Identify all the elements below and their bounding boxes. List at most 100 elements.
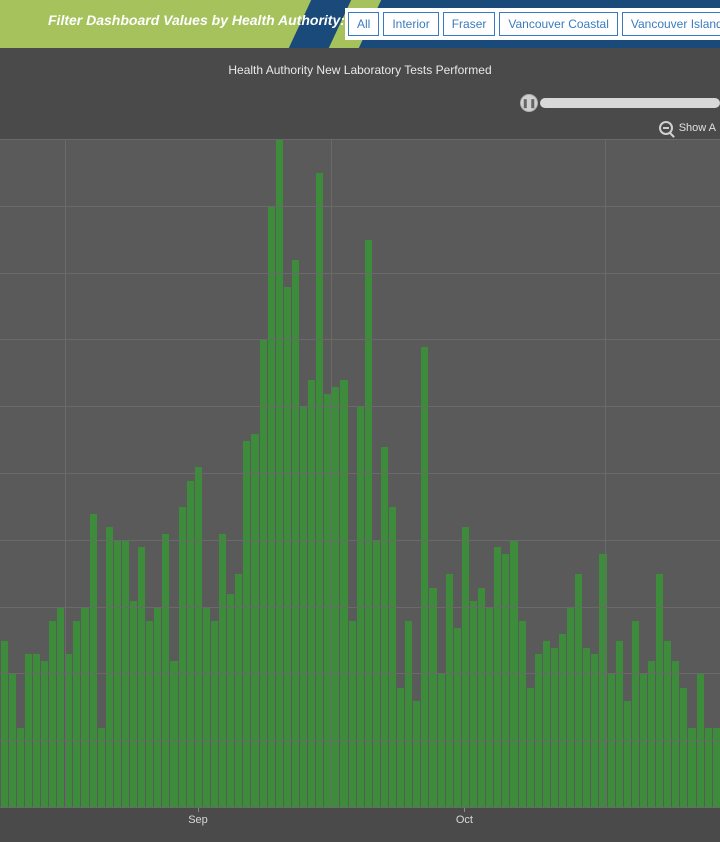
gridline-h <box>0 339 720 340</box>
bar[interactable] <box>519 621 526 808</box>
bar[interactable] <box>260 340 267 808</box>
bar[interactable] <box>486 608 493 808</box>
bar[interactable] <box>276 140 283 808</box>
filter-button-interior[interactable]: Interior <box>383 12 438 36</box>
bar[interactable] <box>349 621 356 808</box>
bar[interactable] <box>672 661 679 808</box>
bar[interactable] <box>49 621 56 808</box>
bar[interactable] <box>608 674 615 808</box>
bar[interactable] <box>179 507 186 808</box>
time-slider-row: ❚❚ <box>0 92 720 116</box>
bar[interactable] <box>146 621 153 808</box>
bar[interactable] <box>478 588 485 808</box>
bar[interactable] <box>308 380 315 808</box>
bar[interactable] <box>235 574 242 808</box>
bar[interactable] <box>575 574 582 808</box>
bar[interactable] <box>446 574 453 808</box>
bar[interactable] <box>510 541 517 808</box>
bar[interactable] <box>535 654 542 808</box>
bar[interactable] <box>373 541 380 808</box>
bar[interactable] <box>203 608 210 808</box>
bar[interactable] <box>664 641 671 808</box>
filter-button-all[interactable]: All <box>348 12 379 36</box>
bar[interactable] <box>697 674 704 808</box>
bar[interactable] <box>413 701 420 808</box>
bar[interactable] <box>340 380 347 808</box>
bar[interactable] <box>33 654 40 808</box>
bar[interactable] <box>365 240 372 808</box>
bar[interactable] <box>81 608 88 808</box>
x-axis: SepOct <box>0 808 720 842</box>
bar[interactable] <box>438 674 445 808</box>
bar[interactable] <box>122 541 129 808</box>
bar[interactable] <box>494 547 501 808</box>
time-slider-handle[interactable]: ❚❚ <box>520 94 538 112</box>
bar[interactable] <box>551 648 558 808</box>
gridline-v <box>605 140 606 808</box>
chart-controls-row: Show A <box>0 116 720 140</box>
bar[interactable] <box>114 541 121 808</box>
bar[interactable] <box>227 594 234 808</box>
bar[interactable] <box>397 688 404 808</box>
bar[interactable] <box>632 621 639 808</box>
bar[interactable] <box>381 447 388 808</box>
gridline-v <box>331 140 332 808</box>
bar[interactable] <box>470 601 477 808</box>
bar[interactable] <box>454 628 461 808</box>
bar[interactable] <box>243 441 250 808</box>
bar[interactable] <box>640 674 647 808</box>
bar[interactable] <box>162 534 169 808</box>
bar[interactable] <box>405 621 412 808</box>
bar[interactable] <box>284 287 291 808</box>
bar[interactable] <box>648 661 655 808</box>
bar[interactable] <box>251 434 258 808</box>
bar[interactable] <box>543 641 550 808</box>
bar[interactable] <box>154 608 161 808</box>
bar[interactable] <box>1 641 8 808</box>
bar[interactable] <box>389 507 396 808</box>
bar[interactable] <box>25 654 32 808</box>
x-tick-mark <box>464 808 465 812</box>
gridline-v <box>65 140 66 808</box>
bar[interactable] <box>73 621 80 808</box>
bar[interactable] <box>219 534 226 808</box>
bar[interactable] <box>211 621 218 808</box>
bar[interactable] <box>195 467 202 808</box>
bar[interactable] <box>41 661 48 808</box>
bar[interactable] <box>170 661 177 808</box>
bar[interactable] <box>421 347 428 808</box>
filter-button-vancouver-coastal[interactable]: Vancouver Coastal <box>499 12 618 36</box>
show-all-button[interactable]: Show A <box>679 122 716 134</box>
bar[interactable] <box>57 608 64 808</box>
time-slider-track[interactable] <box>540 98 720 108</box>
bar[interactable] <box>567 608 574 808</box>
bar[interactable] <box>292 260 299 808</box>
bar[interactable] <box>268 207 275 808</box>
gridline-h <box>0 406 720 407</box>
bar[interactable] <box>656 574 663 808</box>
bar[interactable] <box>462 527 469 808</box>
bar[interactable] <box>332 387 339 808</box>
bar[interactable] <box>138 547 145 808</box>
bar[interactable] <box>90 514 97 808</box>
bar[interactable] <box>527 688 534 808</box>
bar[interactable] <box>65 654 72 808</box>
bar[interactable] <box>130 601 137 808</box>
bar[interactable] <box>680 688 687 808</box>
filter-button-vancouver-island[interactable]: Vancouver Island <box>622 12 720 36</box>
gridline-h <box>0 206 720 207</box>
bar[interactable] <box>429 588 436 808</box>
bar[interactable] <box>616 641 623 808</box>
bar[interactable] <box>106 527 113 808</box>
bar[interactable] <box>9 674 16 808</box>
bar[interactable] <box>187 481 194 808</box>
filter-button-fraser[interactable]: Fraser <box>443 12 496 36</box>
bar[interactable] <box>624 701 631 808</box>
bar[interactable] <box>316 173 323 808</box>
bar[interactable] <box>583 648 590 808</box>
bar[interactable] <box>559 634 566 808</box>
bar[interactable] <box>591 654 598 808</box>
zoom-out-icon[interactable] <box>659 121 673 135</box>
gridline-h <box>0 740 720 741</box>
bar[interactable] <box>502 554 509 808</box>
